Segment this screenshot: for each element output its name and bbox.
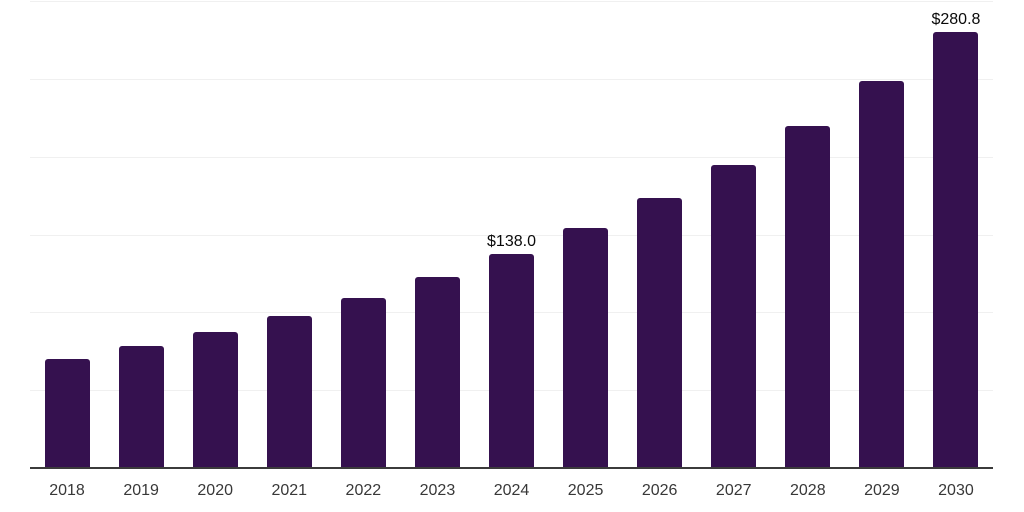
bar-2024 — [489, 254, 534, 467]
gridline-300 — [30, 1, 993, 2]
x-tick-2022: 2022 — [345, 482, 382, 499]
bar-2029 — [859, 80, 905, 467]
x-tick-2026: 2026 — [641, 482, 678, 499]
bar-2025 — [563, 228, 609, 467]
bar-2023 — [414, 277, 460, 467]
x-tick-2020: 2020 — [197, 482, 233, 499]
bar-2028 — [785, 125, 831, 467]
bar-2020 — [192, 331, 238, 467]
gridline-200 — [30, 156, 993, 158]
bar-2021 — [266, 315, 312, 467]
x-tick-2025: 2025 — [567, 482, 604, 499]
value-label-2024: $138.0 — [487, 233, 536, 251]
gridline-150 — [30, 234, 993, 236]
bar-2027 — [711, 164, 757, 467]
x-tick-2028: 2028 — [790, 482, 826, 499]
x-tick-2029: 2029 — [864, 482, 900, 499]
gridline-250 — [30, 78, 993, 80]
x-tick-2023: 2023 — [419, 482, 456, 499]
x-tick-2030: 2030 — [938, 482, 974, 499]
x-tick-2019: 2019 — [123, 482, 159, 499]
bar-2018 — [44, 358, 90, 467]
bar-2022 — [340, 298, 386, 467]
x-tick-2027: 2027 — [715, 482, 752, 499]
x-tick-2021: 2021 — [271, 482, 308, 499]
x-axis-line — [30, 467, 993, 469]
x-tick-2018: 2018 — [49, 482, 85, 499]
x-tick-2024: 2024 — [493, 482, 530, 499]
value-label-2030: $280.8 — [931, 10, 981, 28]
plot-area: $138.0 $280.8 — [30, 0, 993, 469]
bar-2026 — [637, 198, 683, 467]
bar-2019 — [118, 346, 164, 467]
bar-2030 — [933, 31, 979, 467]
